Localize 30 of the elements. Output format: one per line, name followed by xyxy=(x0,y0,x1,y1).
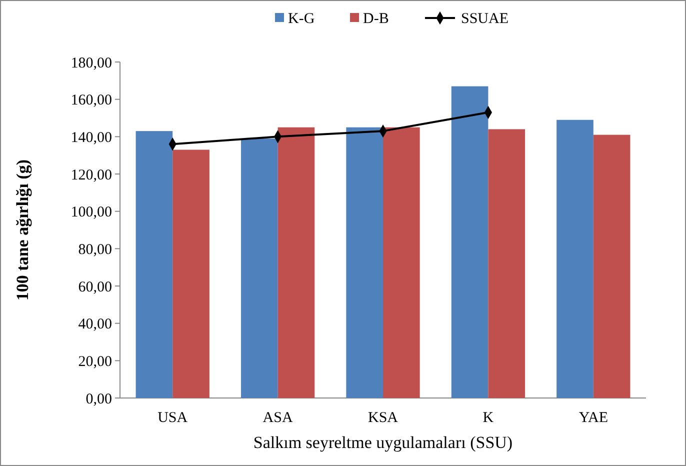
bar xyxy=(383,127,420,398)
bar xyxy=(488,129,526,398)
legend-label: SSUAE xyxy=(461,11,509,27)
y-tick-label: 100,00 xyxy=(70,204,112,221)
y-tick-label: 140,00 xyxy=(70,130,112,146)
x-tick-label: KSA xyxy=(368,410,398,426)
bar xyxy=(346,127,383,398)
legend-label: K-G xyxy=(288,11,315,27)
y-tick-label: 60,00 xyxy=(78,279,112,296)
y-tick-label: 20,00 xyxy=(78,354,112,370)
y-tick-label: 0,00 xyxy=(86,391,112,408)
bar xyxy=(593,134,630,398)
bar xyxy=(172,150,210,398)
x-tick-label: USA xyxy=(158,410,188,426)
y-tick-label: 80,00 xyxy=(78,242,112,258)
bar xyxy=(278,127,315,398)
y-tick-label: 40,00 xyxy=(78,316,112,333)
x-axis-title: Salkım seyreltme uygulamaları (SSU) xyxy=(253,433,513,452)
y-tick-label: 120,00 xyxy=(70,167,112,184)
y-axis-title: 100 tane ağırlığı (g) xyxy=(13,159,32,301)
x-tick-label: YAE xyxy=(578,410,608,426)
bar xyxy=(240,138,278,398)
y-tick-label: 180,00 xyxy=(70,55,112,72)
legend-label: D-B xyxy=(363,11,389,27)
x-tick-label: ASA xyxy=(262,410,293,426)
y-tick-label: 160,00 xyxy=(70,92,112,109)
bar xyxy=(556,120,594,398)
bar xyxy=(451,86,488,398)
x-tick-label: K xyxy=(482,410,494,426)
bar xyxy=(136,131,173,398)
